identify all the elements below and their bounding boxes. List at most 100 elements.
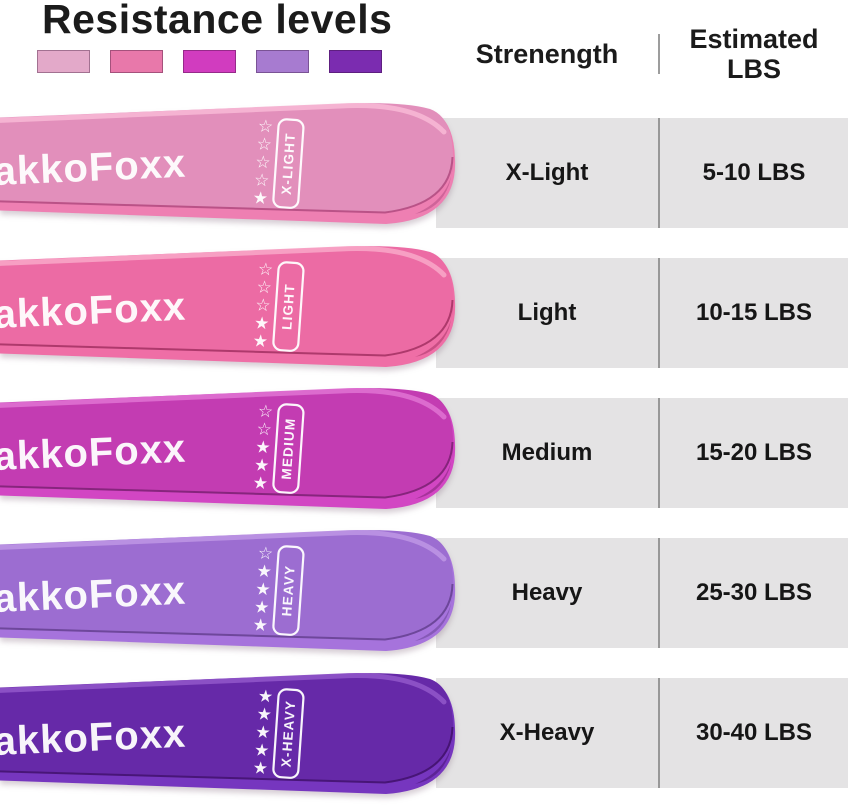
band-highlight xyxy=(0,530,447,562)
band-crease xyxy=(0,156,454,214)
star-icon: ☆ xyxy=(257,259,274,280)
band-body xyxy=(0,388,454,497)
band-label-box xyxy=(272,118,305,209)
table-row: Heavy 25-30 LBS xyxy=(436,538,848,648)
band-label-box xyxy=(272,261,305,352)
band-highlight xyxy=(0,388,447,420)
band-crease xyxy=(0,299,454,357)
table-row: X-Light 5-10 LBS xyxy=(436,118,848,228)
band-label: LIGHT xyxy=(279,283,297,330)
star-icon: ★ xyxy=(257,686,274,707)
band-fold-shadow xyxy=(415,159,454,214)
page-title: Resistance levels xyxy=(42,0,393,42)
star-icon: ★ xyxy=(252,758,269,779)
strength-value: X-Light xyxy=(505,159,589,186)
band-fold-shadow xyxy=(415,302,454,357)
band-fold-shadow xyxy=(415,729,454,784)
star-icon: ☆ xyxy=(255,295,272,316)
band-label-box xyxy=(272,688,305,779)
strength-value: X-Heavy xyxy=(499,719,595,746)
strength-value: Medium xyxy=(501,439,593,466)
star-icon: ☆ xyxy=(253,170,270,191)
band-label: HEAVY xyxy=(279,564,298,616)
lbs-value: 30-40 LBS xyxy=(695,719,813,746)
band-highlight xyxy=(0,673,447,705)
star-icon: ★ xyxy=(256,704,273,725)
table-row: Medium 15-20 LBS xyxy=(436,398,848,508)
star-icon: ★ xyxy=(255,722,272,743)
brand-logo: akkoFoxx xyxy=(0,427,187,479)
star-icon: ★ xyxy=(252,188,269,209)
header-divider xyxy=(658,34,660,74)
swatch-x-light xyxy=(37,50,90,73)
star-icon: ★ xyxy=(252,331,269,352)
resistance-band-x-light: akkoFoxx ☆ ☆ ☆ ☆ ★ X-LIGHT xyxy=(0,97,470,237)
band-label-box xyxy=(272,403,305,494)
column-header-strength: Strenength xyxy=(475,38,619,69)
band-label: X-HEAVY xyxy=(279,699,299,767)
lbs-value: 15-20 LBS xyxy=(695,439,813,466)
row-divider xyxy=(658,678,660,788)
band-fold-shadow xyxy=(415,444,454,499)
brand-logo: akkoFoxx xyxy=(0,285,187,337)
lbs-value: 5-10 LBS xyxy=(702,159,806,186)
strength-value: Heavy xyxy=(511,579,583,606)
star-icon: ★ xyxy=(253,740,270,761)
row-divider xyxy=(658,538,660,648)
lbs-label: LBS xyxy=(727,54,781,84)
row-divider xyxy=(658,398,660,508)
lbs-value: 10-15 LBS xyxy=(695,299,813,326)
swatch-light xyxy=(110,50,163,73)
star-icon: ★ xyxy=(255,437,272,458)
band-fold-shadow xyxy=(415,586,454,641)
band-crease xyxy=(0,726,454,784)
star-icon: ★ xyxy=(252,473,269,494)
star-icon: ☆ xyxy=(257,543,274,564)
band-body xyxy=(0,103,454,212)
swatch-x-heavy xyxy=(329,50,382,73)
row-divider xyxy=(658,258,660,368)
star-icon: ☆ xyxy=(256,277,273,298)
band-body xyxy=(0,673,454,782)
row-divider xyxy=(658,118,660,228)
band-highlight xyxy=(0,246,447,278)
resistance-band-heavy: akkoFoxx ☆ ★ ★ ★ ★ HEAVY xyxy=(0,524,470,664)
table-row: Light 10-15 LBS xyxy=(436,258,848,368)
star-icon: ☆ xyxy=(257,116,274,137)
table-header: Strenength Estimated LBS xyxy=(436,16,848,92)
star-icon: ☆ xyxy=(255,152,272,173)
star-icon: ☆ xyxy=(257,401,274,422)
lbs-value: 25-30 LBS xyxy=(695,579,813,606)
resistance-band-x-heavy: akkoFoxx ★ ★ ★ ★ ★ X-HEAVY xyxy=(0,667,470,807)
brand-logo: akkoFoxx xyxy=(0,142,187,194)
resistance-band-light: akkoFoxx ☆ ☆ ☆ ★ ★ LIGHT xyxy=(0,240,470,380)
band-highlight xyxy=(0,103,447,135)
star-icon: ★ xyxy=(255,579,272,600)
band-print: ☆ ☆ ☆ ★ ★ LIGHT xyxy=(252,259,305,352)
band-print: ☆ ☆ ☆ ☆ ★ X-LIGHT xyxy=(252,116,305,209)
star-icon: ★ xyxy=(253,597,270,618)
star-icon: ★ xyxy=(256,561,273,582)
column-header-estimated-lbs: Estimated LBS xyxy=(660,24,848,84)
brand-logo: akkoFoxx xyxy=(0,569,187,621)
band-body xyxy=(0,530,454,639)
band-print: ★ ★ ★ ★ ★ X-HEAVY xyxy=(252,686,305,779)
band-crease xyxy=(0,441,454,499)
swatch-heavy xyxy=(256,50,309,73)
band-label: MEDIUM xyxy=(279,417,298,480)
strength-value: Light xyxy=(517,299,577,326)
star-icon: ★ xyxy=(252,615,269,636)
brand-logo: akkoFoxx xyxy=(0,712,187,764)
star-icon: ☆ xyxy=(256,134,273,155)
band-label-box xyxy=(272,545,305,636)
resistance-band-medium: akkoFoxx ☆ ☆ ★ ★ ★ MEDIUM xyxy=(0,382,470,522)
band-print: ☆ ★ ★ ★ ★ HEAVY xyxy=(252,543,305,636)
star-icon: ★ xyxy=(253,313,270,334)
estimated-label: Estimated xyxy=(689,23,819,54)
star-icon: ☆ xyxy=(256,419,273,440)
table-row: X-Heavy 30-40 LBS xyxy=(436,678,848,788)
star-icon: ★ xyxy=(253,455,270,476)
band-label: X-LIGHT xyxy=(279,132,298,195)
band-body xyxy=(0,246,454,355)
band-print: ☆ ☆ ★ ★ ★ MEDIUM xyxy=(252,401,305,494)
